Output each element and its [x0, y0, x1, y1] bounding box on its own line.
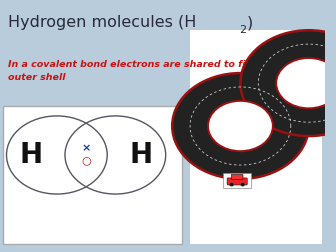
Text: In a covalent bond electrons are shared to fill the
outer shell: In a covalent bond electrons are shared … — [8, 60, 273, 82]
Text: ○: ○ — [81, 155, 91, 165]
Circle shape — [172, 73, 309, 179]
Bar — [190, 30, 322, 244]
Bar — [3, 106, 182, 244]
FancyBboxPatch shape — [227, 178, 247, 185]
Text: H: H — [19, 141, 42, 169]
FancyBboxPatch shape — [231, 174, 243, 179]
Text: Hydrogen molecules (H: Hydrogen molecules (H — [8, 15, 197, 30]
Circle shape — [241, 30, 336, 136]
Circle shape — [241, 183, 245, 186]
Circle shape — [6, 116, 107, 194]
Text: ): ) — [247, 15, 253, 30]
Circle shape — [65, 116, 166, 194]
Text: H: H — [130, 141, 153, 169]
Bar — [223, 173, 251, 188]
Circle shape — [208, 101, 273, 151]
Text: 2: 2 — [239, 25, 246, 35]
Text: ×: × — [81, 144, 91, 154]
Circle shape — [276, 58, 336, 108]
Circle shape — [229, 183, 234, 186]
